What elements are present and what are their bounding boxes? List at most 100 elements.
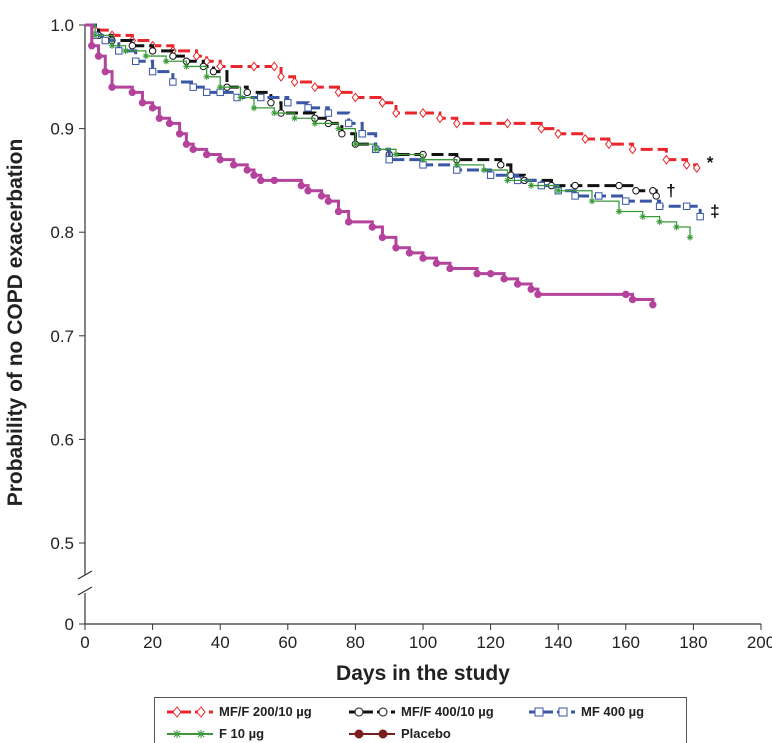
data-point bbox=[537, 123, 546, 134]
data-point bbox=[682, 159, 691, 170]
x-tick-label: 40 bbox=[211, 633, 230, 652]
data-point bbox=[628, 295, 637, 304]
data-point bbox=[392, 108, 400, 119]
data-point bbox=[335, 125, 342, 132]
y-tick-label: 0.5 bbox=[50, 534, 74, 553]
data-point bbox=[497, 161, 505, 169]
data-point bbox=[639, 213, 646, 220]
data-point bbox=[527, 182, 535, 189]
data-point bbox=[132, 57, 140, 65]
legend-label: MF/F 200/10 µg bbox=[219, 704, 312, 719]
data-point bbox=[257, 93, 265, 102]
data-point bbox=[257, 176, 265, 185]
data-point bbox=[304, 104, 312, 112]
data-point bbox=[216, 155, 224, 164]
significance-marker: † bbox=[666, 181, 675, 200]
data-point bbox=[480, 166, 488, 174]
data-point bbox=[673, 223, 680, 231]
axes bbox=[77, 24, 762, 630]
data-point bbox=[270, 176, 278, 185]
data-point bbox=[588, 197, 596, 205]
data-point bbox=[284, 99, 292, 107]
data-point bbox=[291, 115, 298, 122]
data-point bbox=[169, 78, 177, 86]
data-point bbox=[571, 192, 579, 200]
data-point bbox=[94, 52, 103, 60]
data-point bbox=[503, 118, 512, 129]
data-point bbox=[108, 83, 116, 91]
data-point bbox=[138, 99, 147, 107]
series-line bbox=[85, 23, 658, 196]
series-layer bbox=[85, 23, 704, 309]
legend-item: Placebo bbox=[347, 726, 451, 741]
data-point bbox=[473, 269, 481, 278]
data-point bbox=[615, 208, 623, 215]
data-point bbox=[554, 128, 563, 139]
legend-item: MF 400 µg bbox=[527, 704, 644, 719]
labels: 0 20 40 60 80 100 120 140 160 180 200 0 0.5 0.6 0.7 0.8… bbox=[4, 16, 772, 685]
data-point bbox=[662, 154, 671, 165]
data-point bbox=[392, 244, 400, 252]
data-point bbox=[649, 301, 657, 309]
data-point bbox=[368, 223, 376, 231]
data-point bbox=[352, 140, 359, 148]
data-point bbox=[392, 151, 400, 158]
legend-label: F 10 µg bbox=[219, 726, 265, 741]
data-point bbox=[243, 88, 251, 97]
x-tick-label: 20 bbox=[143, 633, 162, 652]
data-point bbox=[419, 156, 427, 163]
data-point bbox=[334, 87, 343, 98]
data-point bbox=[656, 218, 663, 226]
data-point bbox=[692, 162, 701, 173]
data-point bbox=[270, 61, 279, 72]
data-point bbox=[324, 197, 333, 205]
data-point bbox=[142, 52, 150, 60]
data-point bbox=[88, 42, 96, 50]
significance-marker: ‡ bbox=[710, 202, 719, 221]
data-point bbox=[311, 120, 319, 127]
data-point bbox=[297, 181, 306, 190]
data-point bbox=[419, 108, 427, 119]
data-point bbox=[250, 104, 258, 112]
data-point bbox=[203, 73, 210, 80]
data-point bbox=[267, 99, 275, 107]
data-point bbox=[682, 202, 691, 211]
data-point bbox=[446, 264, 454, 273]
data-point bbox=[155, 114, 164, 122]
x-tick-label: 100 bbox=[409, 633, 437, 652]
data-point bbox=[311, 82, 319, 93]
data-point bbox=[250, 61, 258, 72]
x-tick-label: 140 bbox=[544, 633, 572, 652]
series-line bbox=[85, 23, 699, 168]
data-point bbox=[436, 113, 444, 124]
data-point bbox=[148, 47, 157, 55]
data-point bbox=[500, 275, 508, 283]
data-point bbox=[277, 71, 285, 82]
data-point bbox=[324, 109, 333, 117]
data-point bbox=[534, 290, 542, 299]
series-placebo bbox=[85, 23, 657, 309]
data-point bbox=[605, 139, 613, 150]
data-point bbox=[405, 249, 414, 257]
data-point bbox=[162, 58, 170, 65]
km-chart: 0 20 40 60 80 100 120 140 160 180 200 0 0.5 0.6 0.7 0.8… bbox=[4, 16, 772, 685]
data-point bbox=[217, 83, 224, 91]
series-mf-f-200-10-g bbox=[85, 23, 701, 173]
y-axis-title: Probability of no COPD exacerbation bbox=[4, 139, 27, 507]
data-point bbox=[101, 36, 109, 45]
legend-item: MF/F 200/10 µg bbox=[165, 704, 312, 719]
data-point bbox=[385, 155, 393, 164]
data-point bbox=[378, 97, 387, 108]
legend-swatch bbox=[349, 707, 395, 716]
data-point bbox=[581, 133, 590, 144]
data-point bbox=[122, 47, 129, 55]
data-point bbox=[101, 67, 109, 76]
y-tick-label: 0.8 bbox=[50, 223, 74, 242]
data-point bbox=[372, 146, 379, 153]
data-point bbox=[243, 166, 251, 174]
series-line bbox=[85, 23, 655, 305]
x-tick-label: 160 bbox=[612, 633, 640, 652]
data-point bbox=[250, 171, 258, 179]
legend: MF/F 200/10 µg MF/F 400/10 µg MF 400 µg F 1… bbox=[154, 697, 687, 743]
data-point bbox=[595, 192, 603, 200]
